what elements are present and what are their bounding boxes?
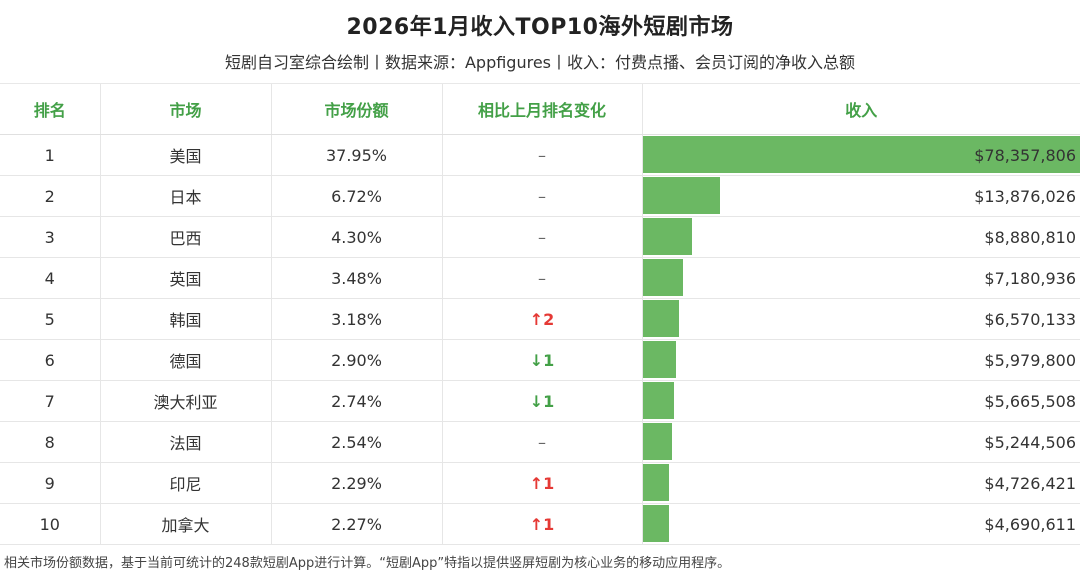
revenue-bar [642,136,1080,173]
market-cell: 英国 [99,257,271,299]
revenue-cell: $6,570,133 [641,298,1080,340]
table-row: 5 韩国 3.18% ↑2 $6,570,133 [0,298,1080,340]
rank-cell: 3 [0,216,100,258]
market-cell: 加拿大 [99,503,271,545]
revenue-bar [642,218,693,255]
rank-cell: 10 [0,503,100,545]
table-row: 2 日本 6.72% – $13,876,026 [0,175,1080,217]
table-header-row: 排名 市场 市场份额 相比上月排名变化 收入 [0,83,1080,135]
revenue-cell: $13,876,026 [641,175,1080,217]
rank-cell: 8 [0,421,100,463]
table-row: 10 加拿大 2.27% ↑1 $4,690,611 [0,503,1080,545]
footnote: 相关市场份额数据，基于当前可统计的248款短剧App进行计算。“短剧App”特指… [4,556,731,571]
rank-cell: 2 [0,175,100,217]
market-cell: 澳大利亚 [99,380,271,422]
table-row: 4 英国 3.48% – $7,180,936 [0,257,1080,299]
col-header-rank: 排名 [0,83,100,135]
revenue-label: $78,357,806 [974,145,1076,165]
share-cell: 2.54% [270,421,442,463]
revenue-label: $4,690,611 [984,514,1076,534]
revenue-bar [642,259,683,296]
table-row: 9 印尼 2.29% ↑1 $4,726,421 [0,462,1080,504]
revenue-cell: $5,979,800 [641,339,1080,381]
rank-change-cell: – [441,134,642,176]
market-cell: 印尼 [99,462,271,504]
share-cell: 4.30% [270,216,442,258]
share-cell: 2.29% [270,462,442,504]
revenue-cell: $5,244,506 [641,421,1080,463]
revenue-label: $5,244,506 [984,432,1076,452]
market-cell: 美国 [99,134,271,176]
revenue-label: $6,570,133 [984,309,1076,329]
revenue-label: $7,180,936 [984,268,1076,288]
rank-cell: 5 [0,298,100,340]
rank-change-cell: ↓1 [441,380,642,422]
col-header-share: 市场份额 [270,83,442,135]
table-row: 1 美国 37.95% – $78,357,806 [0,134,1080,176]
chart-subtitle: 短剧自习室综合绘制丨数据来源：Appfigures丨收入：付费点播、会员订阅的净… [224,53,856,72]
revenue-label: $5,979,800 [984,350,1076,370]
market-cell: 德国 [99,339,271,381]
rank-change-cell: ↑2 [441,298,642,340]
market-cell: 巴西 [99,216,271,258]
rank-change-cell: ↓1 [441,339,642,381]
col-header-revenue: 收入 [641,83,1080,135]
rank-cell: 9 [0,462,100,504]
rank-cell: 1 [0,134,100,176]
rank-change-cell: ↑1 [441,503,642,545]
revenue-bar [642,300,680,337]
table-row: 3 巴西 4.30% – $8,880,810 [0,216,1080,258]
revenue-bar [642,505,669,542]
table-row: 6 德国 2.90% ↓1 $5,979,800 [0,339,1080,381]
share-cell: 2.90% [270,339,442,381]
share-cell: 2.74% [270,380,442,422]
revenue-cell: $4,690,611 [641,503,1080,545]
revenue-label: $5,665,508 [984,391,1076,411]
rank-change-cell: ↑1 [441,462,642,504]
rank-cell: 6 [0,339,100,381]
share-cell: 37.95% [270,134,442,176]
revenue-label: $8,880,810 [984,227,1076,247]
revenue-bar [642,423,672,460]
market-cell: 法国 [99,421,271,463]
rank-change-cell: – [441,216,642,258]
revenue-label: $13,876,026 [974,186,1076,206]
chart-title: 2026年1月收入TOP10海外短剧市场 [346,15,734,40]
rank-change-cell: – [441,257,642,299]
revenue-cell: $78,357,806 [641,134,1080,176]
revenue-cell: $7,180,936 [641,257,1080,299]
col-header-market: 市场 [99,83,271,135]
revenue-table: 排名 市场 市场份额 相比上月排名变化 收入 1 美国 37.95% – $78,357… [0,83,1080,545]
share-cell: 3.48% [270,257,442,299]
revenue-bar [642,341,676,378]
revenue-cell: $4,726,421 [641,462,1080,504]
revenue-bar [642,382,675,419]
revenue-label: $4,726,421 [984,473,1076,493]
revenue-bar [642,464,669,501]
col-header-rank-change: 相比上月排名变化 [441,83,642,135]
table-row: 8 法国 2.54% – $5,244,506 [0,421,1080,463]
table-row: 7 澳大利亚 2.74% ↓1 $5,665,508 [0,380,1080,422]
revenue-cell: $8,880,810 [641,216,1080,258]
share-cell: 6.72% [270,175,442,217]
revenue-bar [642,177,720,214]
rank-cell: 4 [0,257,100,299]
share-cell: 3.18% [270,298,442,340]
revenue-cell: $5,665,508 [641,380,1080,422]
market-cell: 日本 [99,175,271,217]
market-cell: 韩国 [99,298,271,340]
rank-cell: 7 [0,380,100,422]
rank-change-cell: – [441,175,642,217]
share-cell: 2.27% [270,503,442,545]
rank-change-cell: – [441,421,642,463]
